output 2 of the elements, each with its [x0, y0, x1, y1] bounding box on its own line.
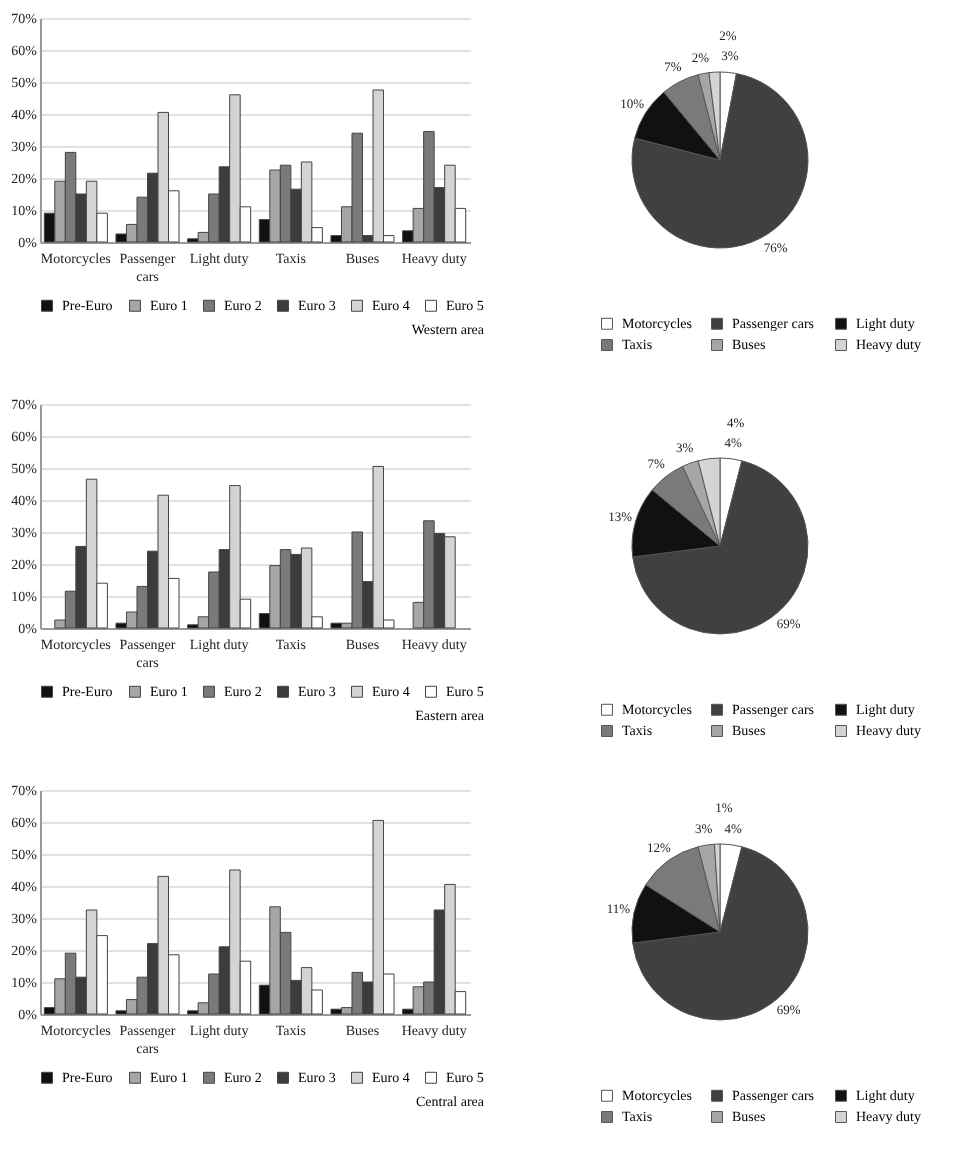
pie-slice	[632, 846, 809, 1021]
pie-slice	[632, 460, 809, 635]
